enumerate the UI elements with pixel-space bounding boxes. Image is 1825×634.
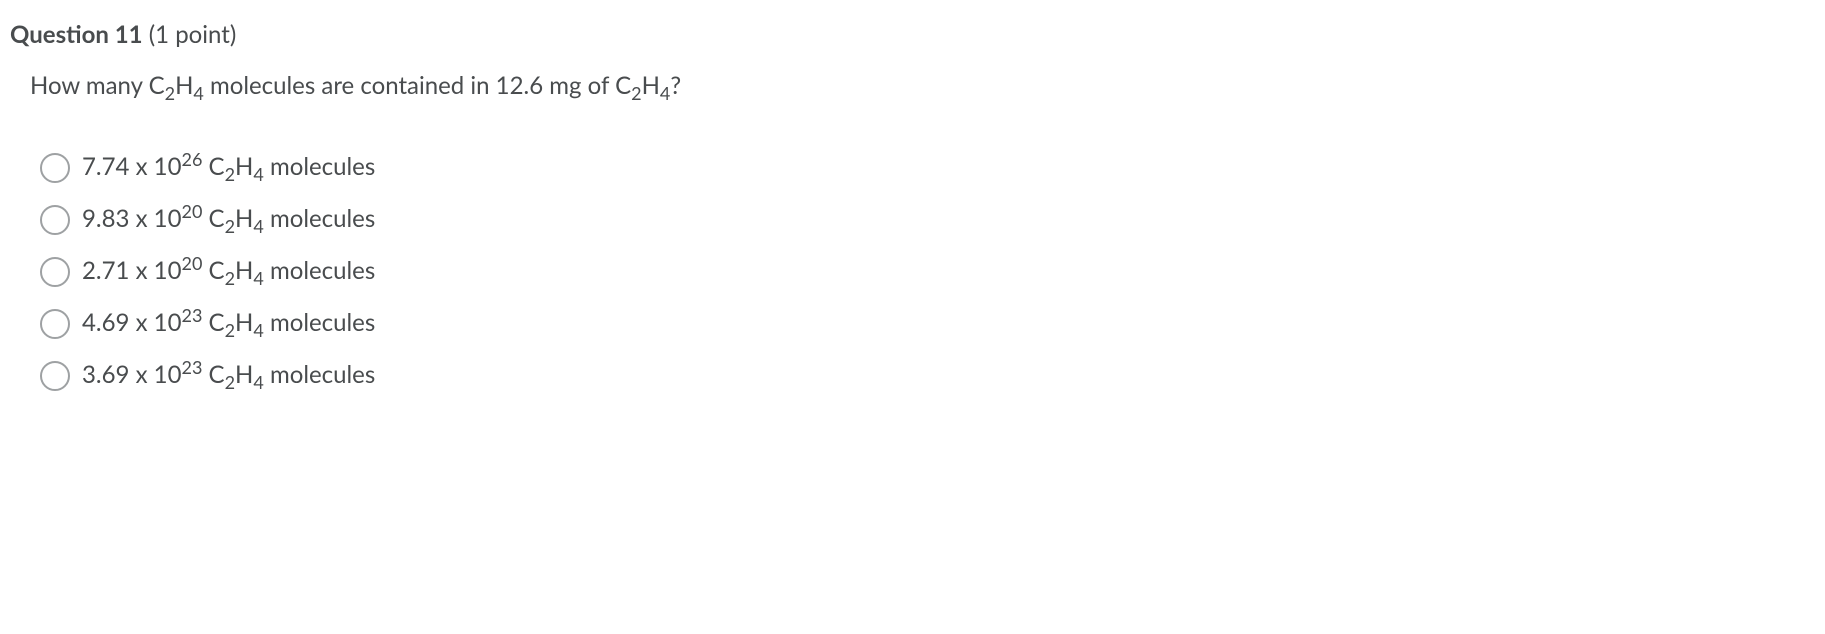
question-text-part: How many C xyxy=(30,71,165,100)
option-row: 3.69 x 1023 C2H4 molecules xyxy=(40,361,1815,391)
option-sub: 4 xyxy=(253,267,263,289)
question-number: Question 11 xyxy=(10,20,143,49)
option-coef: 3.69 x 10 xyxy=(82,360,182,389)
radio-option-4[interactable] xyxy=(40,309,70,339)
option-exp: 20 xyxy=(182,252,203,274)
option-sub: 2 xyxy=(225,371,235,393)
option-text-part: C xyxy=(202,256,224,285)
option-coef: 7.74 x 10 xyxy=(82,152,182,181)
question-text: How many C2H4 molecules are contained in… xyxy=(10,69,1815,103)
option-text-part: C xyxy=(202,204,224,233)
question-text-part: H xyxy=(175,71,193,100)
question-text-part: H xyxy=(642,71,660,100)
option-tail: molecules xyxy=(264,152,375,181)
option-coef: 2.71 x 10 xyxy=(82,256,182,285)
option-tail: molecules xyxy=(264,204,375,233)
option-text-part: H xyxy=(235,152,253,181)
option-tail: molecules xyxy=(264,308,375,337)
option-sub: 2 xyxy=(225,319,235,341)
option-coef: 4.69 x 10 xyxy=(82,308,182,337)
option-label: 3.69 x 1023 C2H4 molecules xyxy=(82,361,375,390)
option-tail: molecules xyxy=(264,360,375,389)
question-text-part: molecules are contained in 12.6 mg of C xyxy=(204,71,631,100)
radio-option-3[interactable] xyxy=(40,257,70,287)
option-sub: 4 xyxy=(253,163,263,185)
option-exp: 23 xyxy=(182,304,203,326)
option-row: 9.83 x 1020 C2H4 molecules xyxy=(40,205,1815,235)
option-sub: 2 xyxy=(225,267,235,289)
option-sub: 2 xyxy=(225,163,235,185)
option-sub: 2 xyxy=(225,215,235,237)
option-sub: 4 xyxy=(253,371,263,393)
question-header: Question 11 (1 point) xyxy=(10,20,1815,49)
option-sub: 4 xyxy=(253,215,263,237)
question-sub: 4 xyxy=(193,82,203,104)
question-points: (1 point) xyxy=(143,20,237,49)
option-text-part: H xyxy=(235,360,253,389)
option-row: 4.69 x 1023 C2H4 molecules xyxy=(40,309,1815,339)
option-label: 7.74 x 1026 C2H4 molecules xyxy=(82,153,375,182)
radio-option-1[interactable] xyxy=(40,153,70,183)
option-tail: molecules xyxy=(264,256,375,285)
option-text-part: H xyxy=(235,204,253,233)
option-sub: 4 xyxy=(253,319,263,341)
question-sub: 4 xyxy=(660,82,670,104)
question-sub: 2 xyxy=(631,82,641,104)
option-label: 2.71 x 1020 C2H4 molecules xyxy=(82,257,375,286)
option-row: 2.71 x 1020 C2H4 molecules xyxy=(40,257,1815,287)
radio-option-2[interactable] xyxy=(40,205,70,235)
option-exp: 20 xyxy=(182,200,203,222)
options-group: 7.74 x 1026 C2H4 molecules 9.83 x 1020 C… xyxy=(10,153,1815,391)
radio-option-5[interactable] xyxy=(40,361,70,391)
option-label: 9.83 x 1020 C2H4 molecules xyxy=(82,205,375,234)
option-row: 7.74 x 1026 C2H4 molecules xyxy=(40,153,1815,183)
question-text-part: ? xyxy=(670,71,681,100)
option-text-part: C xyxy=(202,360,224,389)
option-text-part: C xyxy=(202,152,224,181)
option-exp: 26 xyxy=(182,148,203,170)
question-sub: 2 xyxy=(165,82,175,104)
option-text-part: C xyxy=(202,308,224,337)
option-coef: 9.83 x 10 xyxy=(82,204,182,233)
option-text-part: H xyxy=(235,308,253,337)
option-label: 4.69 x 1023 C2H4 molecules xyxy=(82,309,375,338)
option-exp: 23 xyxy=(182,356,203,378)
option-text-part: H xyxy=(235,256,253,285)
